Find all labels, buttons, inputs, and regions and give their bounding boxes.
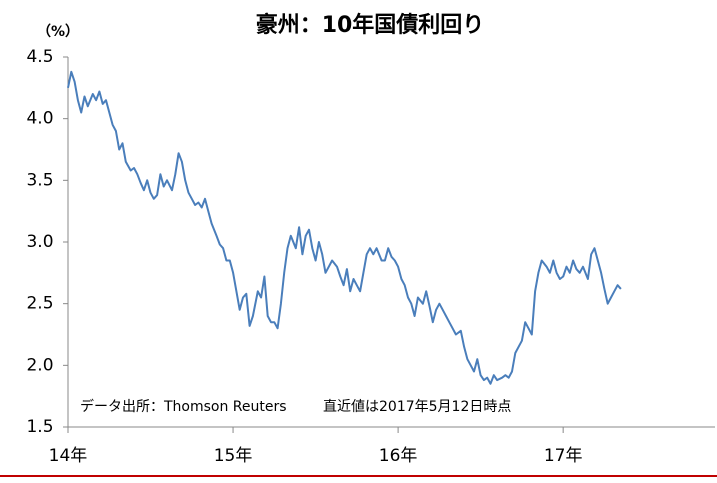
y-unit: （%）	[37, 24, 79, 40]
date-note: 直近値は2017年5月12日時点	[323, 398, 511, 415]
source-note: データ出所：Thomson Reuters	[80, 398, 287, 415]
y-tick-label: 3.5	[26, 170, 53, 190]
chart-title: 豪州：10年国債利回り	[256, 12, 485, 38]
x-tick-label: 17年	[544, 446, 583, 466]
x-tick-label: 14年	[49, 446, 88, 466]
x-tick-label: 15年	[214, 446, 253, 466]
y-tick-label: 4.5	[26, 47, 53, 67]
y-tick-label: 1.5	[26, 417, 53, 437]
y-tick-label: 2.5	[26, 294, 53, 314]
y-tick-label: 3.0	[26, 232, 53, 252]
yield-line	[67, 70, 622, 385]
x-tick-label: 16年	[379, 446, 418, 466]
y-tick-label: 2.0	[26, 355, 53, 375]
y-tick-label: 4.0	[26, 109, 53, 129]
